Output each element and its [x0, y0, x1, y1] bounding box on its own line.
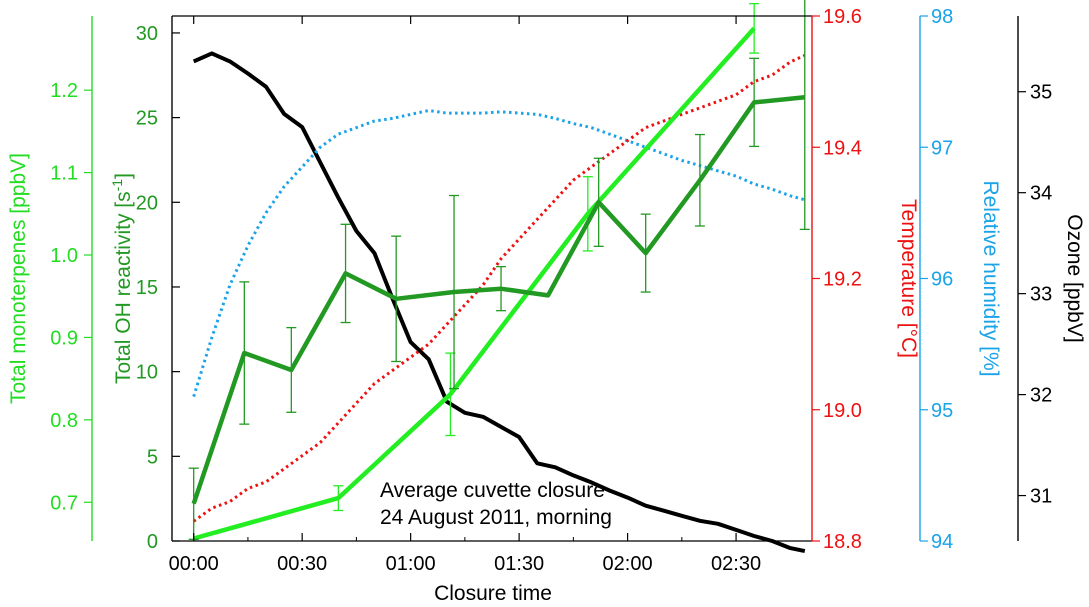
oh-axis-title-superscript: -1: [109, 179, 125, 192]
mono-axis-title: Total monoterpenes [ppbV]: [7, 153, 30, 404]
ozone-tick-label: 31: [1030, 486, 1052, 508]
rh-tick-label: 98: [931, 6, 953, 28]
annotation-line-1: Average cuvette closure: [380, 479, 605, 502]
ozone-tick-label: 32: [1030, 385, 1052, 407]
rh-tick-label: 95: [931, 400, 953, 422]
rh-tick-label: 96: [931, 269, 953, 291]
x-tick-label: 00:30: [277, 553, 327, 575]
mono-tick-label: 0.7: [50, 492, 78, 514]
axes: 00:00 00:30 01:00 01:30 02:00 02:30 0 5 10 15 20 25…: [7, 6, 1086, 575]
x-tick-label: 01:30: [494, 553, 544, 575]
mono-tick-label: 1.2: [50, 80, 78, 102]
oh-axis-title: Total OH reactivity [s-1]: [109, 173, 135, 384]
oh-tick-label: 30: [136, 23, 158, 45]
oh-tick-label: 20: [136, 192, 158, 214]
rh-axis-title: Relative humidity [%]: [979, 180, 1002, 376]
mono-tick-label: 0.8: [50, 410, 78, 432]
plot-area: [188, 0, 810, 554]
oh-tick-label: 0: [147, 531, 158, 553]
annotation-line-2: 24 August 2011, morning: [380, 506, 612, 529]
ozone-series-line: [192, 51, 806, 554]
temp-axis-title: Temperature [°C]: [897, 199, 920, 358]
oh-tick-label: 15: [136, 277, 158, 299]
plot-frame: [171, 15, 812, 542]
oh-tick-label: 10: [136, 362, 158, 384]
x-tick-label: 00:00: [169, 553, 219, 575]
oh-axis-title-tail: ]: [112, 173, 135, 179]
mono-tick-label: 1.1: [50, 163, 78, 185]
oh-tick-label: 25: [136, 108, 158, 130]
temp-tick-label: 19.0: [823, 400, 862, 422]
x-tick-label: 02:00: [603, 553, 653, 575]
x-axis-title: Closure time: [434, 582, 552, 605]
mono-tick-label: 0.9: [50, 327, 78, 349]
ozone-tick-label: 35: [1030, 82, 1052, 104]
temperature-series-line: [192, 54, 806, 523]
temp-tick-label: 18.8: [823, 531, 862, 553]
ozone-tick-label: 34: [1030, 183, 1052, 205]
temp-tick-label: 19.4: [823, 137, 862, 159]
ozone-tick-label: 33: [1030, 284, 1052, 306]
temp-tick-label: 19.6: [823, 6, 862, 28]
rh-tick-label: 94: [931, 531, 953, 553]
x-tick-label: 01:00: [386, 553, 436, 575]
total-oh-reactivity-series-line: [191, 95, 806, 505]
rh-tick-label: 97: [931, 137, 953, 159]
ozone-axis-title: Ozone [ppbV]: [1063, 214, 1086, 342]
relative-humidity-series-line: [192, 109, 806, 398]
oh-tick-label: 5: [147, 446, 158, 468]
mono-tick-label: 1.0: [50, 245, 78, 267]
annotation-box: Average cuvette closure 24 August 2011, …: [380, 479, 612, 529]
temp-tick-label: 19.2: [823, 269, 862, 291]
x-tick-label: 02:30: [711, 553, 761, 575]
